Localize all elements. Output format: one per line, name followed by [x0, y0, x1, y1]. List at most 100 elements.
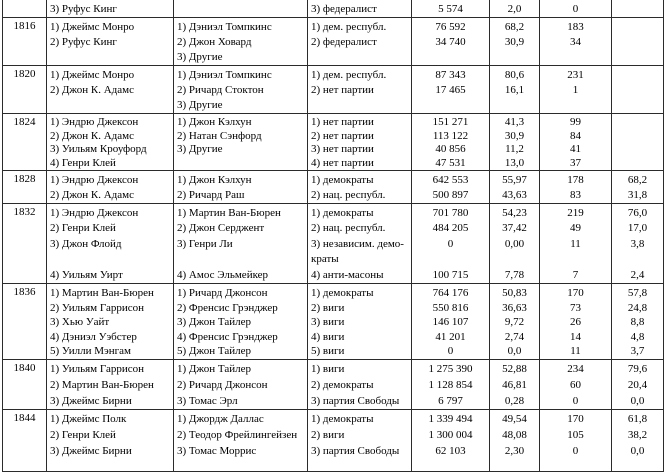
- electoral-votes-line: 170: [567, 287, 584, 300]
- vote-percent-line: 0,28: [504, 394, 525, 407]
- party-line: 1) демократы: [311, 287, 374, 300]
- party-line: 1) дем. республ.: [311, 21, 387, 33]
- votes-cell: 87 343 17 465: [411, 65, 490, 114]
- votes-line: 642 553: [432, 174, 469, 186]
- vote-percent-line: 9,72: [504, 316, 525, 329]
- candidates-line: 5) Уилли Мэнгам: [50, 345, 131, 358]
- electoral-percent-cell: 79,6 20,4 0,0: [611, 358, 664, 411]
- candidates-line: 3) Джон Флойд: [50, 237, 122, 250]
- party-line: 4) виги: [311, 330, 345, 343]
- vice-candidates-line: 4) Амос Эльмейкер: [177, 268, 269, 281]
- votes-line: 1 275 390: [428, 363, 473, 375]
- electoral-votes-line: 83: [570, 189, 581, 201]
- vote-percent-line: 0,0: [507, 345, 522, 358]
- party-line: 5) виги: [311, 345, 345, 358]
- candidates-line: 2) Мартин Ван-Бюрен: [50, 378, 154, 391]
- vote-percent-line: 16,1: [504, 84, 525, 96]
- party-line: 2) демократы: [311, 378, 374, 391]
- vice-candidates-line: 2) Теодор Фрейлингейзен: [177, 429, 298, 442]
- electoral-votes-line: 234: [567, 363, 584, 375]
- electoral-votes-line: 84: [570, 129, 581, 142]
- party-line: 2) нац. республ.: [311, 222, 386, 235]
- party-cell: 1) дем. республ. 2) нет партии: [307, 65, 412, 114]
- electoral-votes-line: 7: [572, 268, 579, 281]
- candidates-line: 2) Руфус Кинг: [50, 36, 117, 48]
- vote-percent-line: 2,0: [507, 3, 522, 15]
- electoral-votes-line: 231: [567, 69, 584, 81]
- candidates-line: 4) Генри Клей: [50, 156, 116, 169]
- candidates-cell: 1) Эндрю Джексон 2) Джон К. Адамс: [46, 170, 174, 204]
- electoral-percent-line: 4,8: [630, 330, 645, 343]
- electoral-votes-line: 105: [567, 429, 584, 442]
- vote-percent-line: 7,78: [504, 268, 525, 281]
- year-cell: 1820: [2, 65, 47, 114]
- votes-line: 100 715: [432, 268, 469, 281]
- vice-candidates-cell: 1) Мартин Ван-Бюрен 2) Джон Серджент 3) Ге…: [173, 202, 308, 285]
- electoral-votes-line: 26: [570, 316, 581, 329]
- electoral-votes-line: 73: [570, 301, 581, 314]
- party-line: 3) партия Свободы: [311, 444, 400, 457]
- candidates-line: 3) Джеймс Бирни: [50, 444, 132, 457]
- votes-line: 146 107: [432, 316, 469, 329]
- candidates-line: 1) Эндрю Джексон: [50, 116, 139, 128]
- electoral-percent-cell: [611, 65, 664, 114]
- votes-cell: 642 553 500 897: [411, 170, 490, 204]
- vice-candidates-line: 5) Джон Тайлер: [177, 345, 251, 358]
- electoral-votes-line: [541, 252, 610, 267]
- year-cell: [2, 0, 47, 18]
- electoral-votes-cell: 99 84 41 37: [539, 113, 612, 171]
- vote-percent-cell: 52,88 46,81 0,28: [489, 358, 540, 411]
- votes-line: 764 176: [432, 287, 469, 300]
- vice-candidates-line: 3) Другие: [177, 51, 223, 63]
- electoral-votes-line: 1: [572, 84, 579, 96]
- vice-candidates-line: 1) Джон Тайлер: [177, 363, 251, 375]
- electoral-percent-cell: [611, 17, 664, 66]
- party-line: краты: [311, 253, 339, 266]
- electoral-votes-line: 37: [570, 156, 581, 169]
- vote-percent-line: 11,2: [505, 143, 524, 155]
- candidates-line: 4) Уильям Уирт: [50, 268, 123, 281]
- votes-line: 17 465: [435, 84, 466, 96]
- vote-percent-cell: 41,3 30,9 11,2 13,0: [489, 113, 540, 171]
- vice-candidates-cell: 1) Джон Тайлер 2) Ричард Джонсон 3) Томас …: [173, 358, 308, 411]
- party-cell: 1) нет партии 2) нет партии 3) нет партии 4…: [307, 113, 412, 171]
- vote-percent-line: 49,54: [502, 413, 527, 426]
- votes-line: 484 205: [432, 222, 469, 235]
- electoral-votes-line: 11: [570, 237, 581, 250]
- electoral-votes-cell: 170 105 0: [539, 409, 612, 472]
- electoral-percent-line: 0,0: [630, 394, 645, 407]
- electoral-percent-line: 68,2: [627, 174, 648, 186]
- vote-percent-line: 41,3: [504, 116, 525, 128]
- party-cell: 1) виги 2) демократы 3) партия Свободы: [307, 358, 412, 411]
- table-row-1816: 1816 1) Джеймс Монро 2) Руфус Кинг 1) Дэниэ…: [2, 17, 664, 66]
- electoral-percent-line: 3,8: [630, 237, 645, 250]
- table-row-1844: 1844 1) Джеймс Полк 2) Генри Клей 3) Джеймс…: [2, 409, 664, 472]
- electoral-votes-cell: 231 1: [539, 65, 612, 114]
- electoral-votes-cell: 219 49 11 7: [539, 202, 612, 285]
- vote-percent-line: 80,6: [504, 69, 525, 81]
- candidates-line: 1) Джеймс Полк: [50, 413, 127, 426]
- table-row-1820: 1820 1) Джеймс Монро 2) Джон К. Адамс 1) Дэ…: [2, 65, 664, 114]
- party-cell: 3) федералист: [307, 0, 412, 18]
- electoral-votes-cell: 178 83: [539, 170, 612, 204]
- year-cell: 1832: [2, 202, 47, 285]
- vice-candidates-line: 2) Френсис Грэнджер: [177, 301, 278, 314]
- vote-percent-line: 30,9: [504, 36, 525, 48]
- vote-percent-cell: 49,54 48,08 2,30: [489, 409, 540, 472]
- votes-line: 500 897: [432, 189, 469, 201]
- electoral-votes-line: 170: [567, 413, 584, 426]
- votes-cell: 1 339 494 1 300 004 62 103: [411, 409, 490, 472]
- votes-line: 151 271: [432, 116, 469, 128]
- candidates-cell: 1) Эндрю Джексон 2) Генри Клей 3) Джон Фло…: [46, 202, 174, 285]
- vote-percent-line: 55,97: [502, 174, 527, 186]
- votes-line: 47 531: [435, 156, 466, 169]
- votes-line: 550 816: [432, 301, 469, 314]
- party-line: 2) нет партии: [311, 84, 374, 96]
- vice-candidates-line: 1) Джордж Даллас: [177, 413, 264, 426]
- party-line: 4) нет партии: [311, 156, 374, 169]
- electoral-votes-cell: 234 60 0: [539, 358, 612, 411]
- year-cell: 1840: [2, 358, 47, 411]
- electoral-votes-line: 219: [567, 207, 584, 219]
- electoral-percent-line: 38,2: [627, 429, 648, 442]
- electoral-votes-line: 99: [570, 116, 581, 128]
